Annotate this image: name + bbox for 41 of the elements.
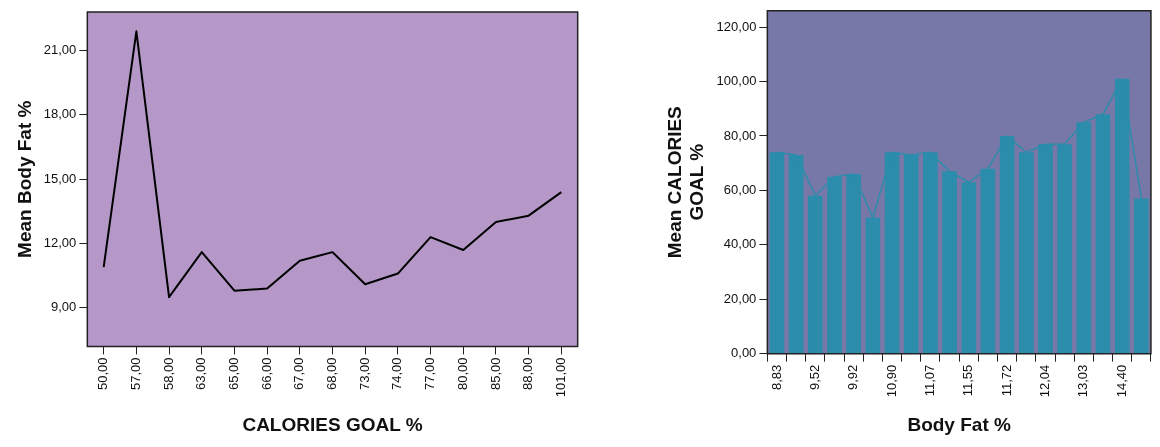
x-tick-label: 65,00 — [226, 357, 242, 390]
x-tick-label: 10,90 — [883, 364, 899, 398]
x-tick-label: 74,00 — [389, 357, 405, 390]
x-tick-label: 50,00 — [95, 357, 111, 390]
x-tick-label: 14,40 — [1113, 364, 1129, 398]
x-tick-label: 57,00 — [127, 357, 143, 390]
y-tick-label: 9,00 — [51, 299, 77, 315]
x-axis-title: Body Fat % — [907, 413, 1011, 435]
x-tick-label: 68,00 — [324, 357, 340, 390]
y-axis-title: Mean CALORIES GOAL % — [663, 106, 708, 259]
y-tick-label: 40,00 — [723, 236, 757, 252]
x-tick-label: 58,00 — [160, 357, 176, 390]
x-tick-label: 11,55 — [960, 364, 976, 397]
x-tick-label: 12,04 — [1037, 364, 1053, 398]
x-tick-label: 8,83 — [768, 364, 784, 390]
y-tick-label: 20,00 — [723, 290, 757, 306]
x-axis-title: CALORIES GOAL % — [242, 413, 423, 435]
y-tick-label: 15,00 — [43, 170, 77, 186]
x-tick-label: 101,00 — [552, 357, 568, 398]
x-tick-label: 11,07 — [921, 364, 937, 397]
x-tick-label: 67,00 — [291, 357, 307, 390]
x-tick-label: 9,52 — [806, 364, 822, 390]
y-tick-label: 21,00 — [43, 42, 77, 58]
x-tick-label: 77,00 — [422, 357, 438, 390]
x-tick-label: 85,00 — [487, 357, 503, 390]
x-tick-label: 11,72 — [998, 364, 1014, 397]
y-tick-label: 120,00 — [716, 18, 757, 34]
y-tick-label: 0,00 — [731, 345, 757, 361]
y-tick-label: 100,00 — [716, 73, 757, 89]
x-tick-label: 13,03 — [1075, 364, 1091, 398]
y-tick-label: 12,00 — [43, 235, 77, 251]
y-tick-label: 18,00 — [43, 106, 77, 122]
x-tick-label: 63,00 — [193, 357, 209, 390]
y-axis-title: Mean Body Fat % — [13, 100, 35, 258]
x-tick-label: 80,00 — [454, 357, 470, 390]
x-tick-label: 88,00 — [520, 357, 536, 390]
y-tick-label: 60,00 — [723, 181, 757, 197]
x-tick-label: 9,92 — [845, 364, 861, 390]
x-tick-label: 66,00 — [258, 357, 274, 390]
y-tick-label: 80,00 — [723, 127, 757, 143]
x-tick-label: 73,00 — [356, 357, 372, 390]
